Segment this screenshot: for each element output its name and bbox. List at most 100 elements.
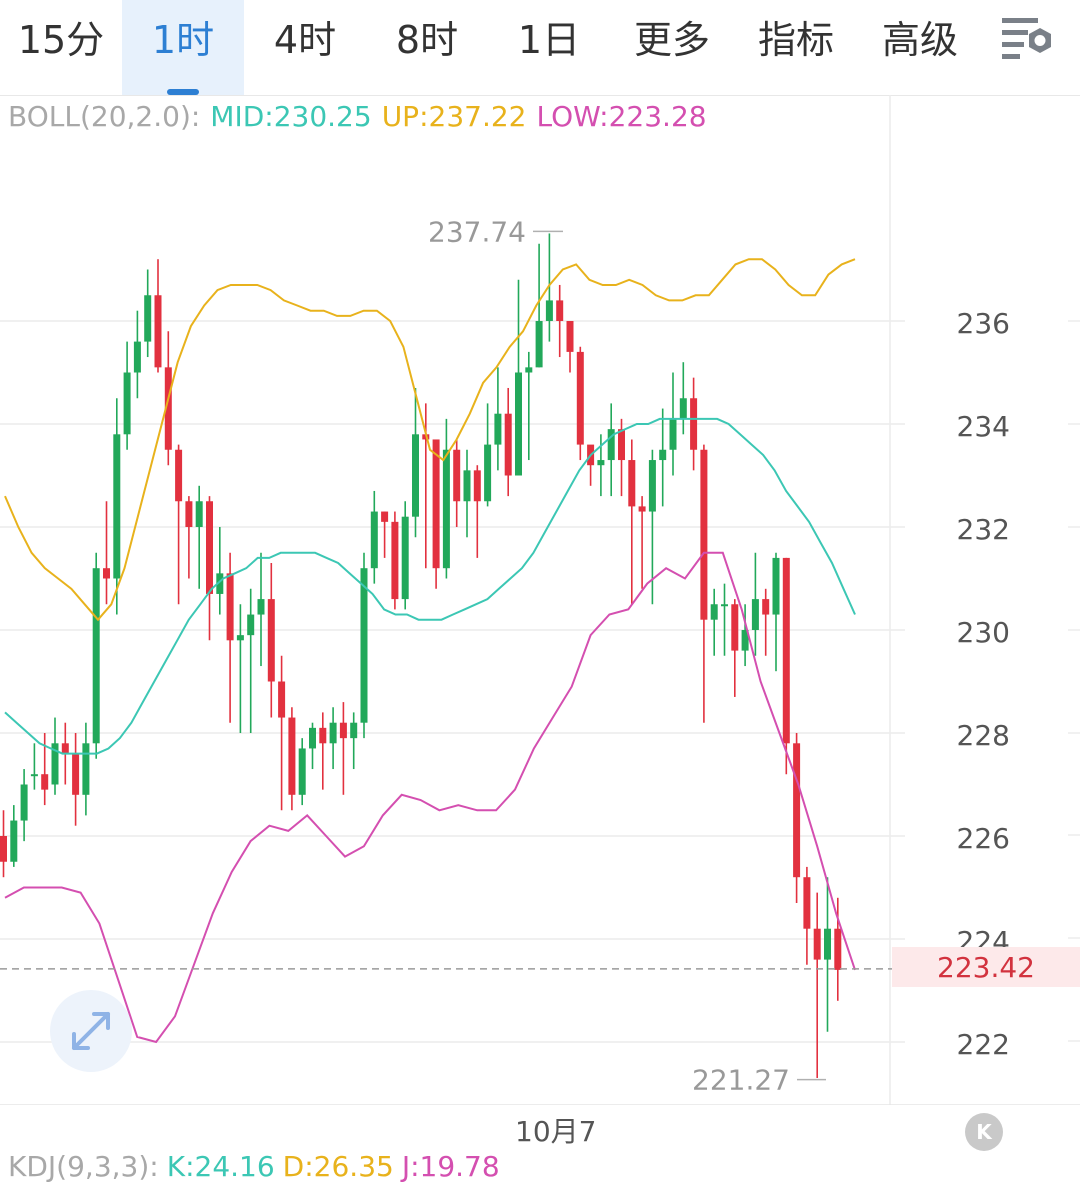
kdj-j: J:19.78 (401, 1150, 500, 1183)
candle-body (195, 501, 203, 527)
tab-7[interactable]: 高级 (858, 0, 982, 95)
candle-body (247, 614, 255, 636)
kdj-d: D:26.35 (282, 1150, 394, 1183)
expand-arrows-icon (72, 1012, 110, 1050)
candle-body (556, 300, 564, 321)
candle-body (288, 717, 296, 795)
chart-settings-icon[interactable] (1000, 14, 1060, 64)
tab-label: 1日 (517, 18, 581, 62)
tab-2[interactable]: 4时 (244, 0, 366, 95)
candle-body (381, 511, 389, 522)
candle-body (762, 599, 770, 615)
kdj-legend: KDJ(9,3,3): K:24.16 D:26.35 J:19.78 (8, 1150, 508, 1183)
candle-body (82, 743, 90, 795)
y-tick-label: 222 (957, 1028, 1010, 1061)
candle-body (370, 511, 378, 569)
candle-body (175, 449, 183, 502)
boll-mid-line (4, 417, 856, 755)
candle-body (226, 573, 234, 641)
candle-body (278, 681, 286, 718)
candle-body (51, 743, 59, 785)
tab-3[interactable]: 8时 (366, 0, 488, 95)
candle-body (103, 568, 110, 579)
candle-body (30, 774, 38, 777)
candle-body (432, 439, 440, 569)
candle-body (535, 321, 543, 368)
candle-body (360, 568, 368, 723)
boll-name: BOLL(20,2.0): (8, 100, 201, 133)
candle-body (164, 367, 172, 450)
y-tick-label: 234 (957, 410, 1010, 443)
candle-body (494, 413, 502, 445)
candle-body (473, 470, 481, 502)
tab-label: 指标 (757, 18, 834, 62)
y-tick-label: 236 (957, 307, 1010, 340)
candle-body (133, 341, 141, 373)
candle-body (690, 398, 698, 450)
candle-body (339, 722, 347, 739)
candle-body (412, 434, 419, 517)
candle-body (267, 599, 275, 682)
candle-body (793, 743, 801, 878)
candle-body (154, 295, 162, 368)
candle-body (566, 321, 574, 352)
boll-up-line (4, 258, 856, 622)
candle-body (813, 928, 821, 960)
y-tick-label: 226 (957, 822, 1010, 855)
candle-body (401, 516, 409, 600)
tab-label: 8时 (395, 18, 459, 62)
tab-label: 更多 (633, 18, 710, 62)
candle-body (803, 877, 811, 929)
candle-body (216, 573, 224, 594)
tab-1[interactable]: 1时 (122, 0, 244, 95)
candle-body (113, 434, 121, 579)
candle-body (576, 351, 584, 445)
tab-6[interactable]: 指标 (734, 0, 858, 95)
candle-body (442, 449, 450, 569)
tab-0[interactable]: 15分 (0, 0, 122, 95)
candle-body (504, 413, 512, 476)
kdj-k: K:24.16 (166, 1150, 275, 1183)
candle-body (679, 398, 687, 419)
tab-4[interactable]: 1日 (488, 0, 610, 95)
collapse-k-button[interactable]: K (965, 1113, 1003, 1151)
candle-body (648, 460, 656, 512)
boll-low-line (4, 551, 856, 1044)
candle-body (834, 928, 842, 970)
min-price-label: 221.27 (692, 1064, 790, 1097)
candle-body (463, 470, 471, 502)
candle-body (92, 568, 100, 744)
candle-body (123, 372, 131, 435)
tab-label: 高级 (881, 18, 958, 62)
candle-body (309, 727, 316, 749)
expand-chart-button[interactable] (50, 990, 132, 1072)
current-price-tag: 223.42 (892, 947, 1080, 987)
y-tick-label: 230 (957, 616, 1010, 649)
candle-body (515, 372, 522, 476)
tab-label: 4时 (273, 18, 337, 62)
candle-body (824, 928, 831, 960)
candle-body (669, 418, 677, 450)
candle-body (772, 557, 780, 615)
candle-body (638, 506, 646, 512)
candle-body (144, 295, 152, 342)
boll-legend: BOLL(20,2.0): MID:230.25 UP:237.22 LOW:223.… (8, 100, 717, 133)
active-tab-indicator (167, 89, 199, 95)
candle-body (257, 599, 265, 615)
candle-body (41, 774, 49, 790)
boll-low: LOW:223.28 (536, 100, 707, 133)
tab-label: 15分 (17, 18, 105, 62)
candle-body (319, 727, 327, 744)
candle-body (659, 449, 667, 461)
kdj-name: KDJ(9,3,3): (8, 1150, 159, 1183)
tab-label: 1时 (151, 18, 215, 62)
candle-body (206, 501, 213, 594)
candle-body (597, 460, 605, 466)
candle-body (525, 367, 533, 373)
candle-body (618, 429, 625, 461)
boll-mid: MID:230.25 (210, 100, 372, 133)
candle-body (782, 557, 790, 744)
tab-5[interactable]: 更多 (610, 0, 734, 95)
candle-body (20, 784, 28, 821)
